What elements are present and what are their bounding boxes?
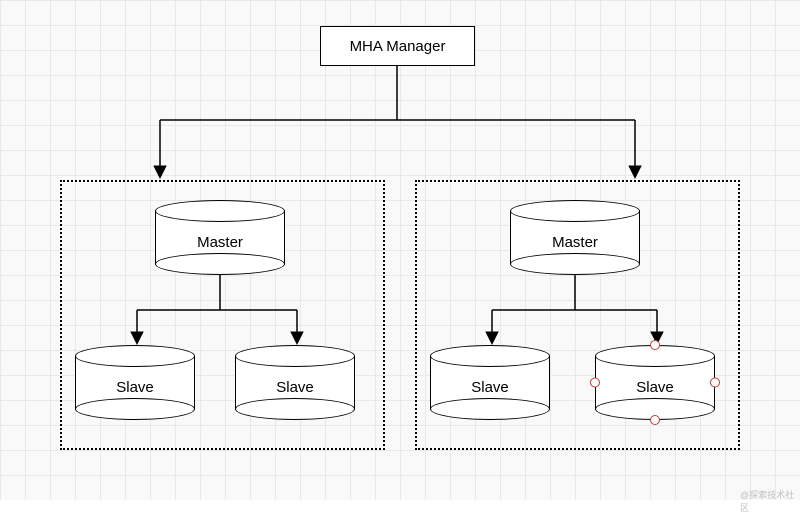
cylinder-label: Slave bbox=[235, 379, 355, 396]
cylinder-label: Slave bbox=[430, 379, 550, 396]
slave-cylinder-left-1: Slave bbox=[75, 345, 195, 420]
cylinder-label: Slave bbox=[75, 379, 195, 396]
slave-cylinder-right-1: Slave bbox=[430, 345, 550, 420]
watermark-text: @探索技术社区 bbox=[740, 488, 800, 514]
cylinder-label: Master bbox=[155, 234, 285, 251]
master-cylinder-right: Master bbox=[510, 200, 640, 275]
cylinder-label: Master bbox=[510, 234, 640, 251]
cylinder-label: Slave bbox=[595, 379, 715, 396]
slave-cylinder-right-2[interactable]: Slave bbox=[595, 345, 715, 420]
master-cylinder-left: Master bbox=[155, 200, 285, 275]
mha-manager-label: MHA Manager bbox=[350, 38, 446, 55]
slave-cylinder-left-2: Slave bbox=[235, 345, 355, 420]
diagram-canvas: MHA Manager Master Master Slave Slave Sl… bbox=[0, 0, 800, 500]
mha-manager-box: MHA Manager bbox=[320, 26, 475, 66]
edges-layer bbox=[0, 0, 800, 500]
